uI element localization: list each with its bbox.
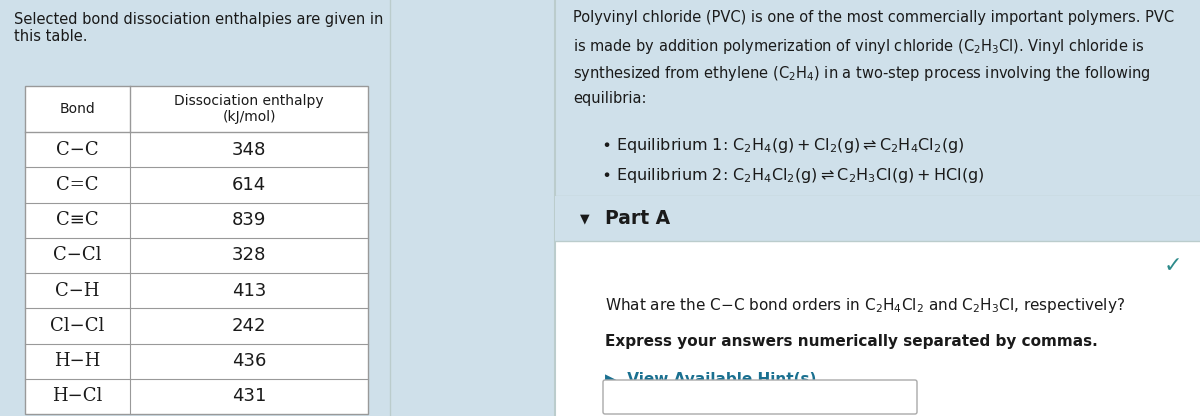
Text: C−C: C−C [56, 141, 98, 158]
Text: 242: 242 [232, 317, 266, 335]
Text: 328: 328 [232, 246, 266, 265]
Text: ▼: ▼ [580, 212, 589, 225]
Bar [0, 0, 390, 416]
Text: C−H: C−H [55, 282, 100, 300]
Text: ▶  View Available Hint(s): ▶ View Available Hint(s) [605, 372, 816, 387]
Text: Selected bond dissociation enthalpies are given in
this table.: Selected bond dissociation enthalpies ar… [14, 12, 383, 45]
Text: Part A: Part A [605, 209, 670, 228]
Text: Bond: Bond [60, 102, 95, 116]
Bar [554, 0, 1200, 196]
Text: ✓: ✓ [1163, 256, 1182, 276]
Text: is made by addition polymerization of vinyl chloride ($\mathregular{C_2H_3Cl}$).: is made by addition polymerization of vi… [574, 37, 1145, 56]
Bar [554, 196, 1200, 416]
Text: 348: 348 [232, 141, 266, 158]
Text: $\bullet$ Equilibrium 2: $\mathregular{C_2H_4Cl_2(g) \rightleftharpoons C_2H_3Cl: $\bullet$ Equilibrium 2: $\mathregular{C… [601, 166, 984, 185]
Text: equilibria:: equilibria: [574, 91, 647, 106]
Text: Dissociation enthalpy
(kJ/mol): Dissociation enthalpy (kJ/mol) [174, 94, 324, 124]
Bar [554, 196, 1200, 241]
Bar [25, 86, 368, 414]
Text: C=C: C=C [56, 176, 98, 194]
Text: Polyvinyl chloride (PVC) is one of the most commercially important polymers. PVC: Polyvinyl chloride (PVC) is one of the m… [574, 10, 1174, 25]
Text: 614: 614 [232, 176, 266, 194]
Text: synthesized from ethylene ($\mathregular{C_2H_4}$) in a two-step process involvi: synthesized from ethylene ($\mathregular… [574, 64, 1151, 83]
Text: 431: 431 [232, 387, 266, 405]
Text: H−Cl: H−Cl [53, 387, 103, 405]
Text: 413: 413 [232, 282, 266, 300]
Text: Cl−Cl: Cl−Cl [50, 317, 104, 335]
Text: C−Cl: C−Cl [53, 246, 102, 265]
Text: $\bullet$ Equilibrium 1: $\mathregular{C_2H_4(g) + Cl_2(g) \rightleftharpoons C_: $\bullet$ Equilibrium 1: $\mathregular{C… [601, 136, 965, 155]
Text: 839: 839 [232, 211, 266, 229]
Text: H−H: H−H [54, 352, 101, 370]
Text: C≡C: C≡C [56, 211, 98, 229]
Bar [390, 0, 554, 416]
FancyBboxPatch shape [604, 380, 917, 414]
Text: Express your answers numerically separated by commas.: Express your answers numerically separat… [605, 334, 1098, 349]
Text: 436: 436 [232, 352, 266, 370]
Text: What are the C$-$C bond orders in $\mathregular{C_2H_4Cl_2}$ and $\mathregular{C: What are the C$-$C bond orders in $\math… [605, 296, 1126, 315]
